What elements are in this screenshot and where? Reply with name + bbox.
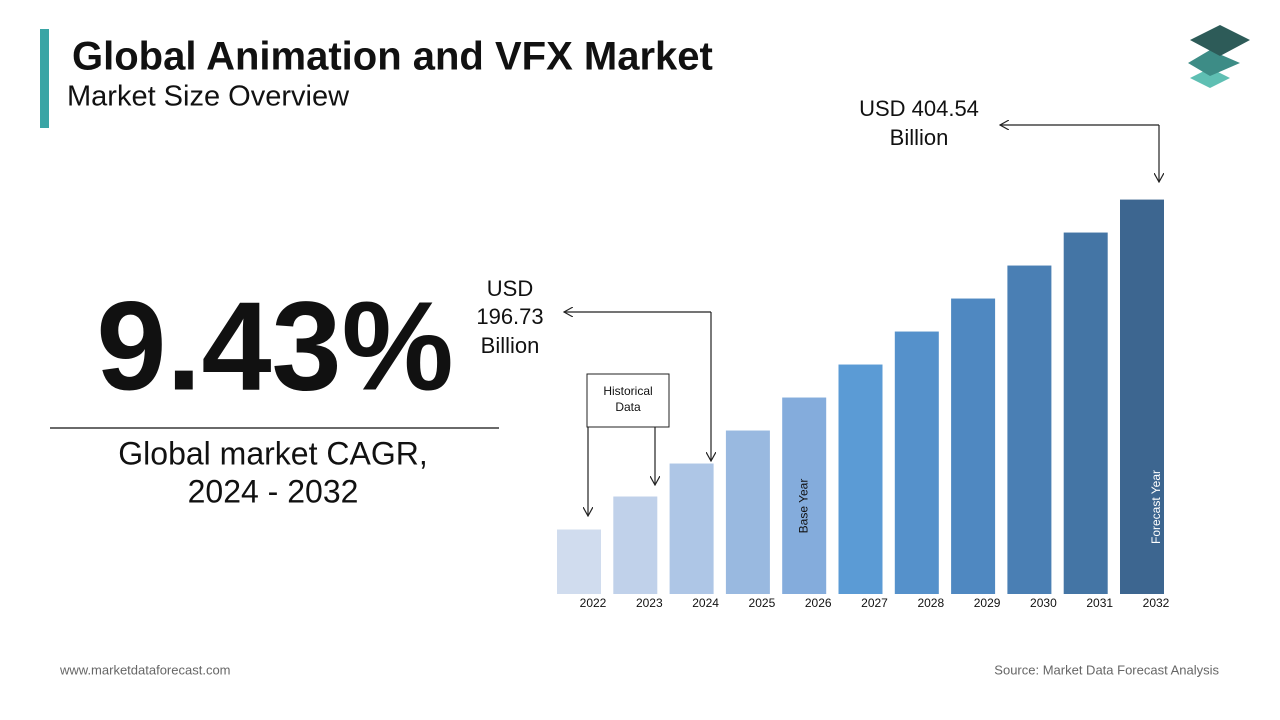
chart-title: Global Animation and VFX Market [72,35,713,79]
cagr-label: Global market CAGR, [118,435,427,471]
bar [1063,232,1108,594]
cagr-value: 9.43% [96,275,453,416]
annotation: Billion [481,333,540,358]
bar [951,298,996,594]
x-tick-label: 2031 [1086,596,1113,610]
annotation: Data [615,400,641,414]
bars: 2022 2023 2024 2025 2026 2027 2028 2029 2030 2031… [557,199,1170,610]
annotation: Historical [603,384,652,398]
x-tick-label: 2032 [1143,596,1170,610]
x-tick-label: 2030 [1030,596,1057,610]
bar [557,529,601,594]
cagr-label: 2024 - 2032 [188,473,359,509]
x-tick-label: 2024 [692,596,719,610]
x-tick-label: 2023 [636,596,663,610]
bar [613,496,658,594]
chart-subtitle: Market Size Overview [67,81,350,113]
x-tick-label: 2026 [805,596,832,610]
accent-bar [40,29,49,128]
footer-source: Source: Market Data Forecast Analysis [994,662,1219,677]
annotation: Billion [890,125,949,150]
bar [894,331,939,594]
x-tick-label: 2029 [974,596,1001,610]
historical-box [586,373,670,428]
logo [1188,25,1250,88]
bar [782,397,827,594]
bar [1120,199,1164,595]
bar [669,463,714,594]
x-tick-label: 2025 [749,596,776,610]
x-tick-label: 2022 [580,596,607,610]
annotation: USD [487,276,533,301]
x-tick-label: 2027 [861,596,888,610]
bar [838,364,883,594]
bar [1007,265,1052,594]
annotation: USD 404.54 [859,96,979,121]
base-year-label: Base Year [796,479,810,534]
bar [725,430,770,594]
annotation: 196.73 [476,304,543,329]
forecast-year-label: Forecast Year [1149,470,1163,544]
footer-website: www.marketdataforecast.com [59,662,231,677]
x-tick-label: 2028 [917,596,944,610]
